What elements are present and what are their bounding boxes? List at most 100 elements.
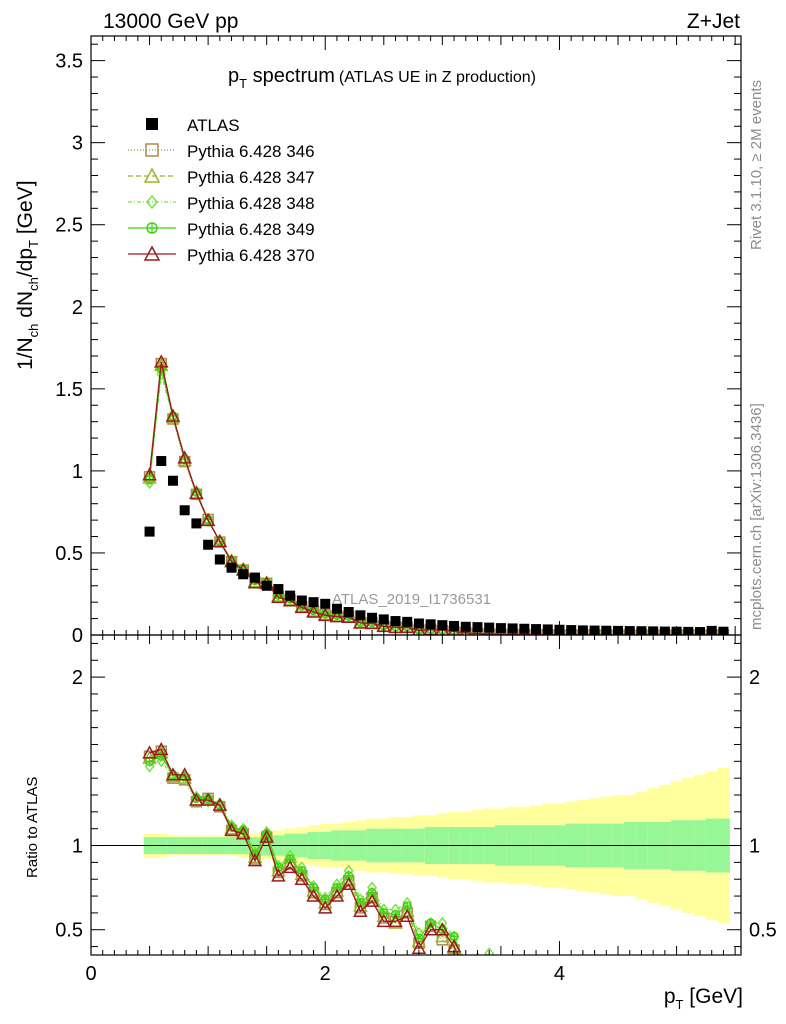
series-point-ratio: [364, 893, 380, 907]
legend-label: Pythia 6.428 346: [187, 142, 315, 161]
title-main: p: [228, 65, 239, 87]
series-point-ratio: [317, 900, 333, 914]
y-tick-label-main: 0.5: [55, 543, 83, 565]
atlas-data-point: [179, 505, 190, 516]
series-point-main: [144, 476, 155, 490]
atlas-data-point: [343, 607, 354, 618]
atlas-data-point: [367, 612, 378, 623]
series-point-ratio: [294, 871, 310, 885]
atlas-data-point: [460, 621, 471, 632]
analysis-watermark: ATLAS_2019_I1736531: [332, 591, 491, 608]
legend-marker: [146, 118, 158, 130]
legend-marker: [143, 245, 161, 261]
series-line-ratio: [149, 760, 491, 955]
atlas-data-point: [542, 624, 553, 635]
atlas-data-point: [191, 518, 202, 529]
y-tick-label-main: 3: [72, 133, 83, 155]
legend-label: Pythia 6.428 370: [187, 246, 315, 265]
series-point-ratio: [435, 928, 450, 943]
series-point-ratio: [282, 859, 298, 874]
y-tick-label-ratio-right: 0.5: [749, 920, 777, 942]
y-axis-title-main: 1/Nch dNch/dpT [GeV]: [14, 180, 41, 370]
y-tick-label-main: 2.5: [55, 215, 83, 237]
title-word: spectrum: [247, 65, 335, 87]
atlas-data-point: [238, 569, 249, 580]
series-point-ratio: [212, 797, 228, 811]
atlas-data-point: [226, 562, 237, 573]
atlas-data-point: [519, 623, 530, 634]
series-point-main: [531, 627, 541, 635]
series-point-main: [353, 615, 368, 629]
atlas-data-point: [167, 475, 178, 486]
atlas-data-point: [531, 624, 542, 635]
plot-title: pT spectrum (ATLAS UE in Z production): [228, 65, 536, 91]
series-point-main: [329, 609, 345, 623]
series-point-ratio: [154, 741, 169, 756]
atlas-data-point: [402, 616, 413, 627]
series-point-ratio: [224, 822, 239, 837]
process-label: Z+Jet: [687, 10, 740, 33]
legend-entry: Pythia 6.428 347: [128, 167, 315, 187]
series-point-ratio: [189, 792, 204, 806]
series-point-ratio: [423, 922, 438, 936]
series-point-main: [520, 627, 529, 635]
series-point-main: [212, 533, 228, 548]
series-point-main: [472, 625, 483, 635]
series-layer: [91, 354, 741, 955]
series-point-main: [154, 354, 169, 368]
series-point-ratio: [329, 888, 345, 902]
series-point-ratio: [484, 947, 495, 955]
atlas-data-point: [144, 526, 155, 537]
atlas-data-point: [285, 590, 296, 601]
series-point-main: [142, 467, 157, 481]
series-point-main: [294, 599, 310, 614]
atlas-data-point: [320, 598, 331, 609]
atlas-data-point: [355, 610, 366, 621]
legend-entry: Pythia 6.428 349: [128, 220, 315, 239]
x-tick-label: 0: [85, 963, 96, 985]
atlas-data-point: [390, 616, 401, 627]
y-tick-label-ratio-right: 1: [749, 836, 760, 858]
series-point-ratio: [388, 915, 403, 929]
legend-entry: Pythia 6.428 348: [128, 194, 315, 213]
legend-entry: ATLAS: [146, 116, 240, 135]
atlas-data-point: [449, 620, 460, 631]
rivet-label: Rivet 3.1.10, ≥ 2M events: [748, 80, 765, 250]
atlas-data-point: [203, 539, 214, 550]
atlas-data-point: [308, 597, 319, 608]
atlas-data-point: [249, 572, 260, 583]
legend-marker: [143, 167, 161, 183]
legend-label: Pythia 6.428 347: [187, 168, 315, 187]
series-point-ratio: [259, 829, 274, 843]
atlas-data-point: [413, 618, 424, 629]
series-point-ratio: [388, 913, 403, 928]
series-point-ratio: [271, 868, 286, 882]
legend-entry: Pythia 6.428 370: [128, 245, 315, 265]
series-point-main: [271, 589, 286, 604]
series-point-ratio: [200, 792, 216, 806]
series-point-ratio: [177, 767, 192, 781]
legend-label: ATLAS: [187, 116, 240, 135]
legend-marker: [146, 194, 158, 210]
atlas-data-point: [296, 595, 307, 606]
series-point-ratio: [247, 853, 263, 867]
y-tick-label-main: 2: [72, 297, 83, 319]
atlas-data-point: [484, 622, 495, 633]
atlas-data-point: [507, 623, 518, 634]
y-tick-label-ratio: 0.5: [55, 920, 83, 942]
y-tick-label-main: 0: [72, 625, 83, 647]
series-point-main: [189, 485, 204, 500]
series-point-main: [306, 604, 321, 618]
series-point-ratio: [425, 916, 436, 930]
y-tick-label-main: 1.5: [55, 379, 83, 401]
y-axis-title-ratio: Ratio to ATLAS: [24, 777, 41, 878]
title-sub: T: [239, 76, 247, 91]
series-point-main: [177, 450, 192, 464]
atlas-data-point: [472, 622, 483, 633]
series-point-main: [460, 625, 472, 635]
x-tick-label: 4: [554, 963, 565, 985]
atlas-data-point: [425, 619, 436, 630]
series-point-main: [496, 626, 506, 635]
legend-entry: Pythia 6.428 346: [128, 142, 315, 161]
